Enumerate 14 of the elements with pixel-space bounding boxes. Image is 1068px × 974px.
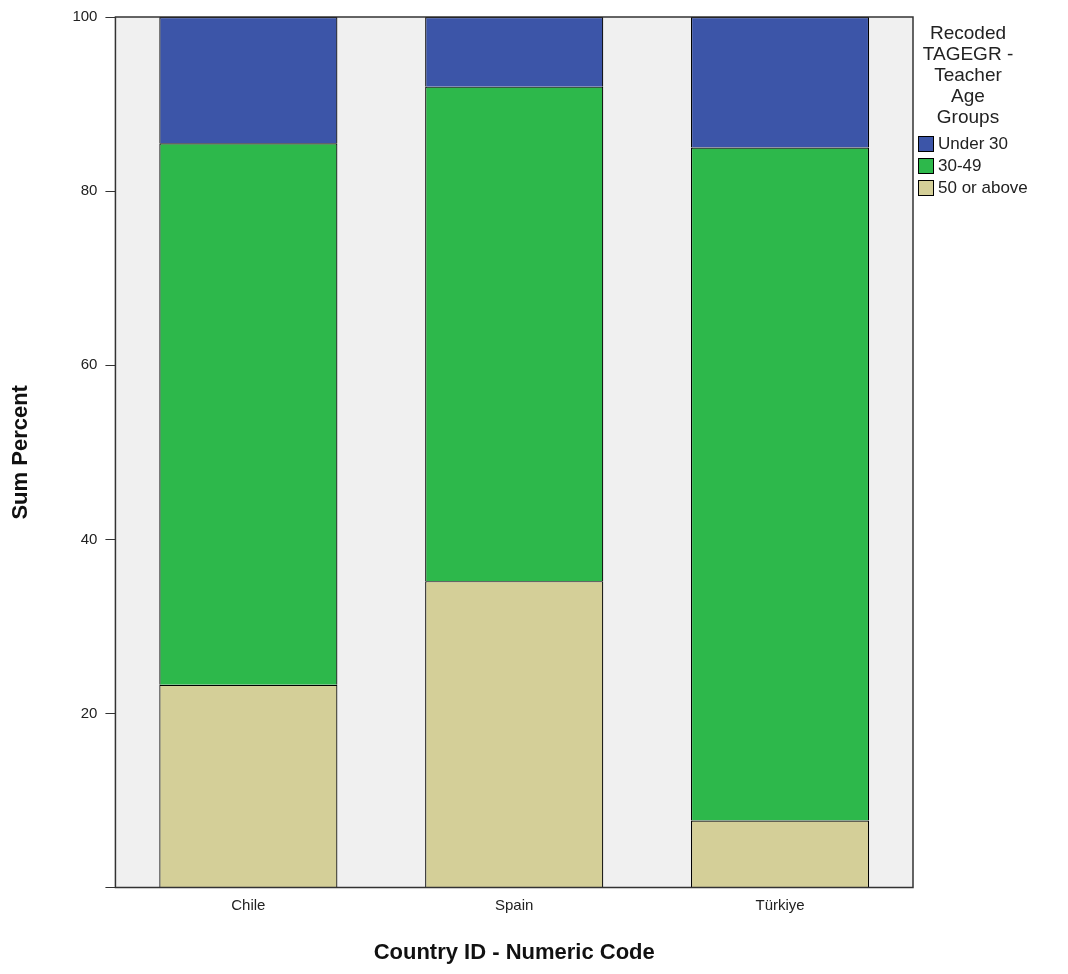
- x-tick-label: Chile: [231, 895, 266, 913]
- x-tick-label: Türkiye: [755, 895, 805, 913]
- y-tick-label: 40: [80, 529, 98, 547]
- y-axis-title: Sum Percent: [7, 384, 33, 520]
- y-tick-label: 20: [80, 703, 98, 721]
- y-tick-label: 100: [72, 7, 98, 25]
- y-tick-label: 80: [80, 181, 98, 199]
- legend-label: Under 30: [938, 134, 1008, 154]
- legend-title: Recoded TAGEGR - Teacher Age Groups: [921, 22, 1015, 127]
- legend-label: 50 or above: [938, 178, 1028, 198]
- x-tick-label: Spain: [495, 895, 534, 913]
- y-tick-label: 60: [80, 355, 98, 373]
- text: 30-49: [938, 156, 982, 176]
- x-axis-title: Country ID - Numeric Code: [373, 938, 655, 964]
